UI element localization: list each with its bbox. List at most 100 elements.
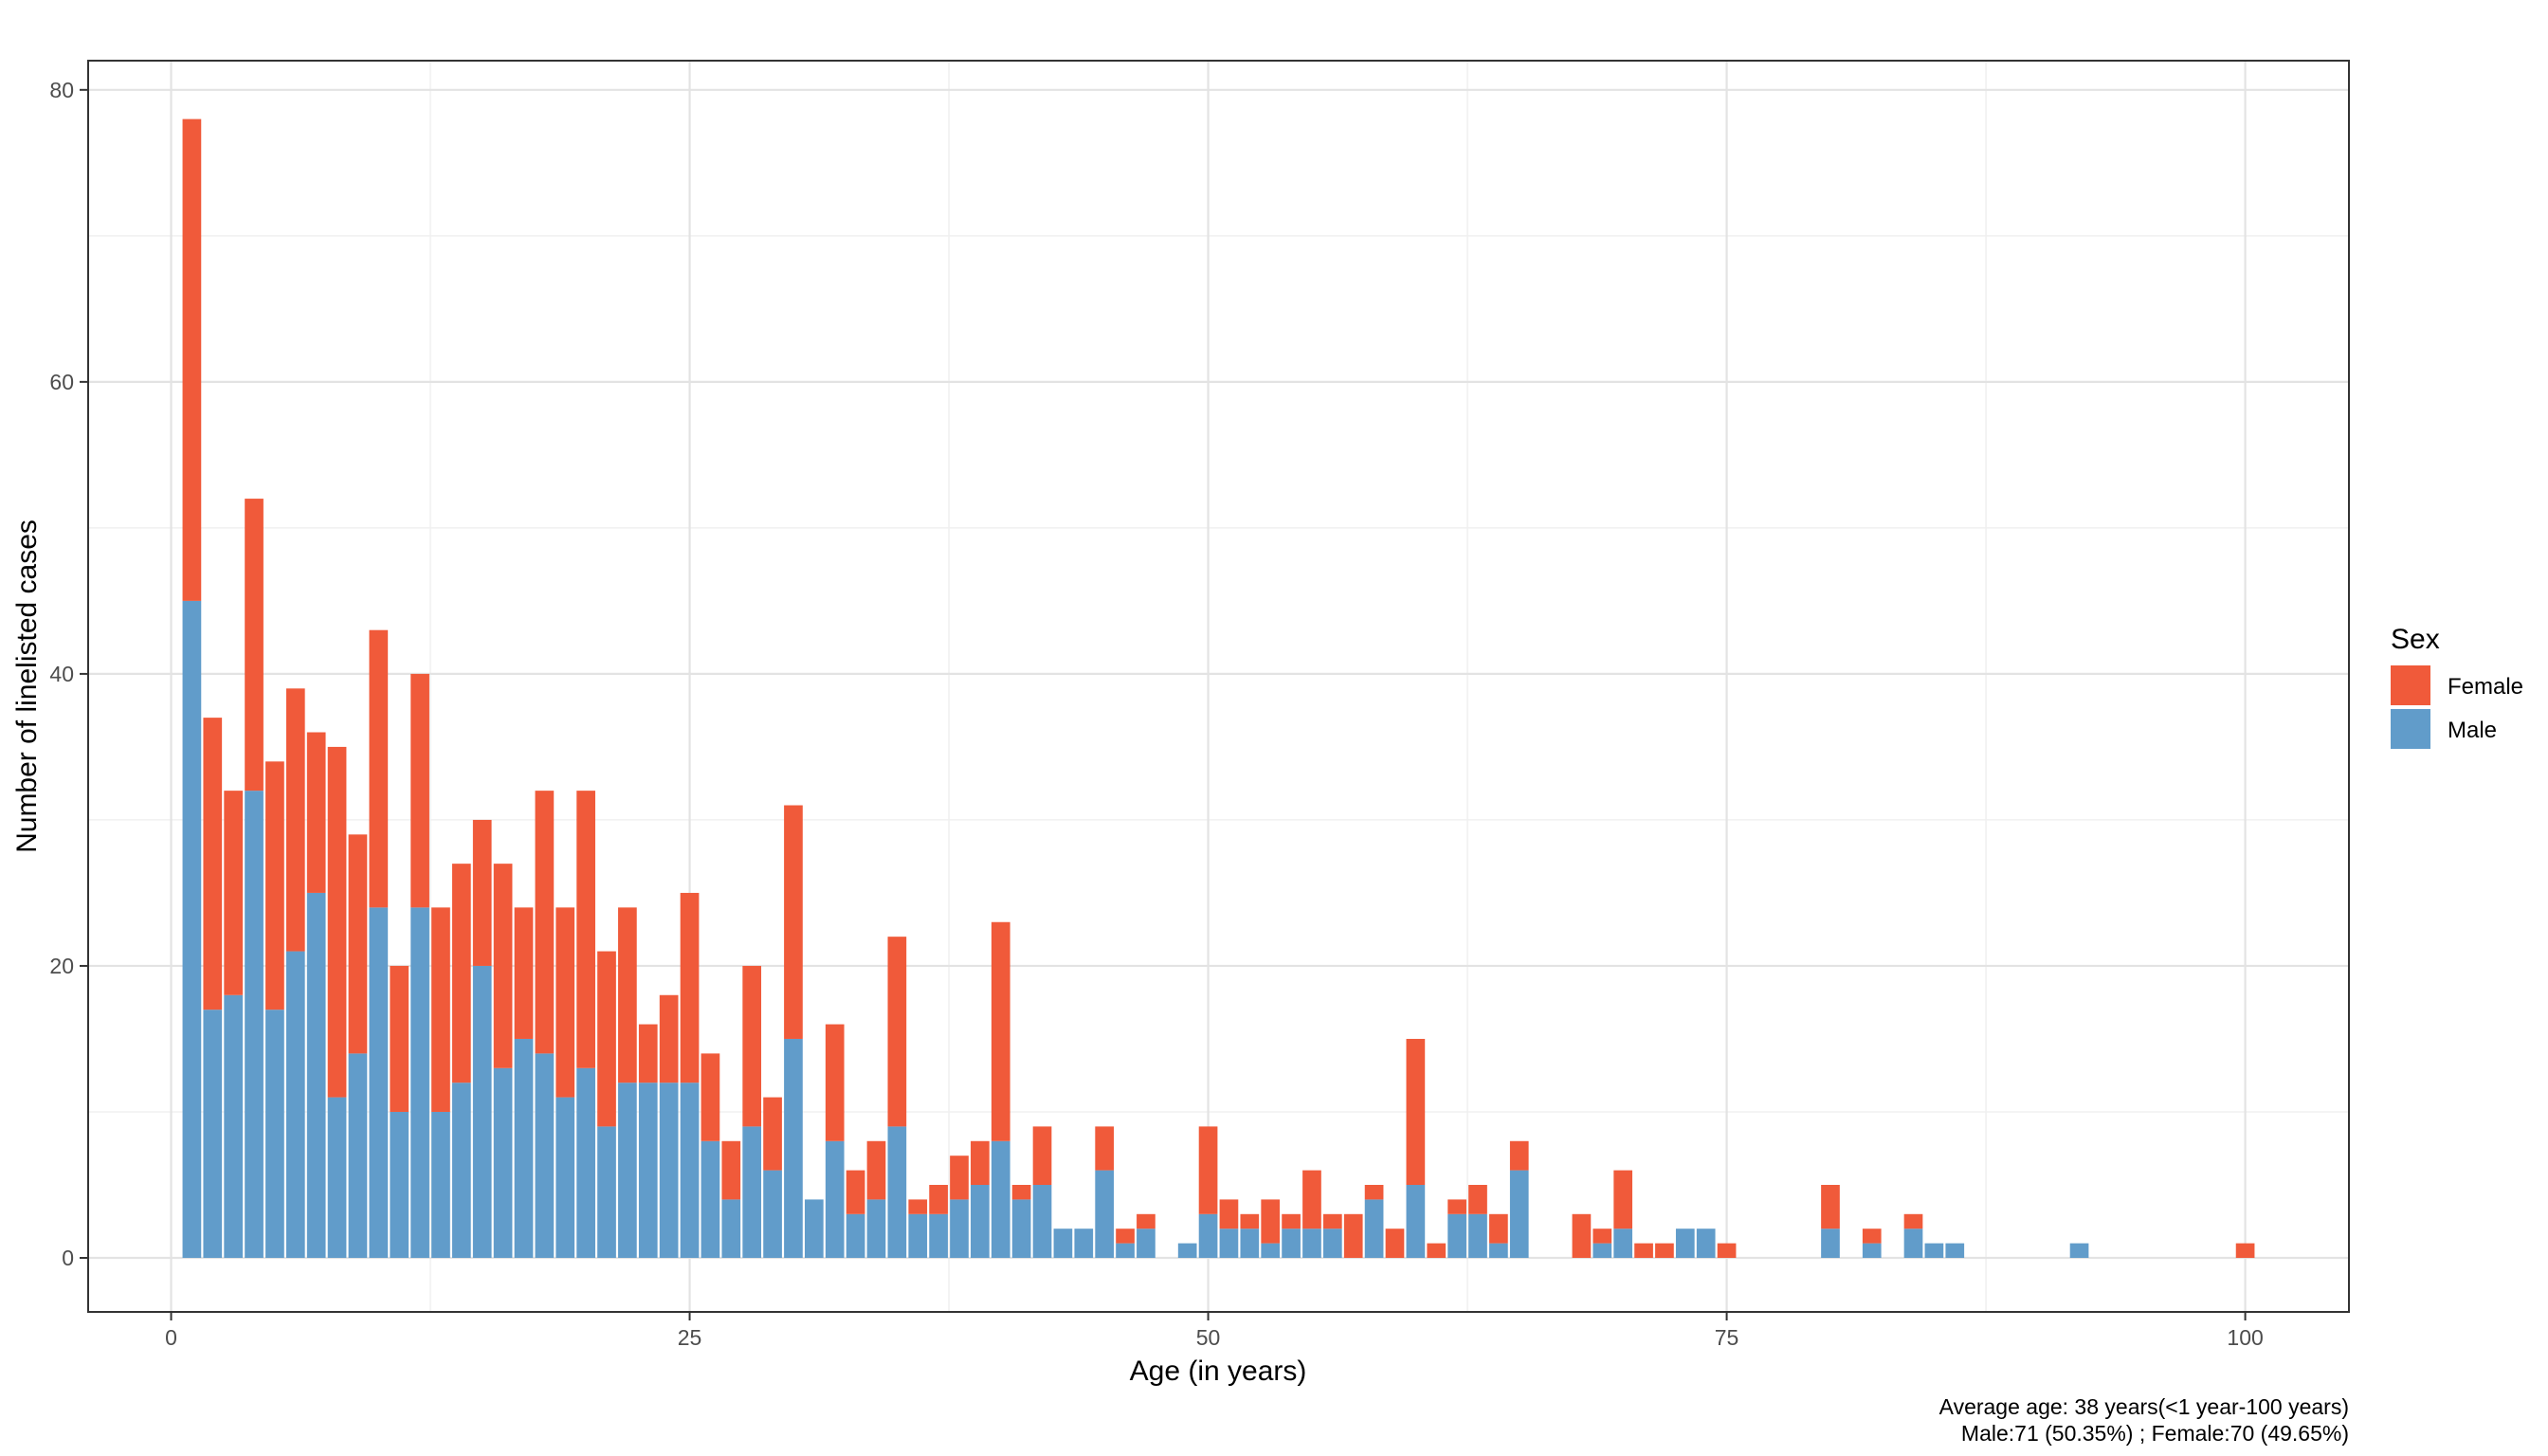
bar-male-age-33 — [846, 1213, 865, 1259]
bar-male-age-24 — [659, 1083, 679, 1259]
bar-female-age-15 — [472, 819, 492, 966]
bar-female-age-72 — [1655, 1243, 1674, 1259]
bar-female-age-54 — [1282, 1213, 1301, 1229]
bar-male-age-44 — [1074, 1228, 1094, 1259]
bar-male-age-49 — [1177, 1243, 1197, 1259]
bar-female-age-4 — [245, 499, 264, 792]
bar-male-age-6 — [285, 951, 305, 1259]
bar-female-age-60 — [1406, 1038, 1426, 1185]
y-axis-title: Number of linelisted cases — [11, 519, 43, 853]
bar-male-age-35 — [887, 1126, 907, 1259]
bar-female-age-75 — [1717, 1243, 1737, 1259]
bar-male-age-32 — [825, 1140, 845, 1259]
bar-female-age-35 — [887, 937, 907, 1127]
bar-male-age-27 — [721, 1199, 741, 1259]
bar-male-age-73 — [1675, 1228, 1695, 1259]
bar-male-age-45 — [1095, 1170, 1115, 1259]
bar-male-age-50 — [1198, 1213, 1218, 1259]
bar-female-age-71 — [1634, 1243, 1653, 1259]
bar-male-age-36 — [908, 1213, 928, 1259]
bar-male-age-37 — [929, 1213, 948, 1259]
x-tick-label: 100 — [2227, 1325, 2263, 1350]
bar-male-age-92 — [2069, 1243, 2089, 1259]
bar-female-age-18 — [535, 791, 555, 1054]
y-tick-label: 40 — [49, 662, 74, 686]
legend: Sex Female Male — [2391, 624, 2523, 749]
bar-male-age-22 — [618, 1083, 637, 1259]
bar-male-age-63 — [1468, 1213, 1487, 1259]
bar-female-age-20 — [576, 791, 595, 1068]
bar-female-age-63 — [1468, 1184, 1487, 1214]
legend-swatch-female — [2391, 665, 2430, 705]
bar-female-age-25 — [680, 892, 700, 1083]
bar-male-age-74 — [1696, 1228, 1716, 1259]
bar-male-age-7 — [306, 892, 326, 1259]
bar-male-age-21 — [597, 1126, 616, 1259]
bar-male-age-84 — [1903, 1228, 1923, 1259]
y-tick-label: 0 — [62, 1246, 74, 1270]
bar-male-age-13 — [431, 1111, 450, 1259]
bar-female-age-68 — [1572, 1213, 1592, 1259]
bar-female-age-5 — [265, 761, 284, 1010]
bar-male-age-69 — [1592, 1243, 1612, 1259]
bar-female-age-1 — [182, 118, 202, 601]
bar-male-age-43 — [1053, 1228, 1073, 1259]
bar-female-age-62 — [1447, 1199, 1466, 1214]
bar-female-age-80 — [1821, 1184, 1840, 1229]
bar-female-age-7 — [306, 732, 326, 893]
bar-male-age-70 — [1613, 1228, 1633, 1259]
bar-female-age-46 — [1116, 1228, 1135, 1244]
bar-female-age-26 — [701, 1053, 720, 1141]
bar-male-age-12 — [410, 907, 429, 1259]
x-axis: 0 25 50 75 100 — [165, 1312, 2264, 1350]
bar-female-age-50 — [1198, 1126, 1218, 1214]
bar-female-age-61 — [1427, 1243, 1447, 1259]
bar-male-age-30 — [784, 1038, 803, 1259]
bar-female-age-37 — [929, 1184, 948, 1214]
bar-female-age-29 — [763, 1097, 782, 1171]
bar-male-age-34 — [866, 1199, 886, 1259]
bar-female-age-53 — [1261, 1199, 1281, 1244]
bar-female-age-28 — [742, 965, 762, 1127]
y-tick-label: 20 — [49, 954, 74, 978]
caption-sex-split: Male:71 (50.35%) ; Female:70 (49.65%) — [1961, 1421, 2349, 1446]
legend-title: Sex — [2391, 624, 2440, 655]
bar-female-age-41 — [1011, 1184, 1031, 1200]
bar-male-age-11 — [390, 1111, 410, 1259]
bar-female-age-23 — [638, 1024, 658, 1083]
bar-female-age-34 — [866, 1140, 886, 1200]
x-tick-label: 75 — [1715, 1325, 1739, 1350]
bar-female-age-45 — [1095, 1126, 1115, 1171]
bar-female-age-82 — [1862, 1228, 1882, 1244]
bar-female-age-57 — [1343, 1213, 1363, 1259]
bar-male-age-62 — [1447, 1213, 1466, 1259]
legend-swatch-male — [2391, 709, 2430, 749]
bar-female-age-51 — [1219, 1199, 1239, 1229]
bar-male-age-26 — [701, 1140, 720, 1259]
bar-female-age-58 — [1364, 1184, 1384, 1200]
bar-female-age-6 — [285, 688, 305, 952]
bar-male-age-80 — [1821, 1228, 1840, 1259]
bar-male-age-2 — [203, 1010, 223, 1259]
bar-male-age-58 — [1364, 1199, 1384, 1259]
bar-male-age-1 — [182, 600, 202, 1259]
bar-male-age-41 — [1011, 1199, 1031, 1259]
bar-female-age-3 — [224, 791, 244, 995]
bar-female-age-12 — [410, 673, 429, 908]
bar-female-age-64 — [1489, 1213, 1508, 1244]
bar-male-age-51 — [1219, 1228, 1239, 1259]
bar-male-age-10 — [369, 907, 389, 1259]
bar-male-age-31 — [804, 1199, 824, 1259]
bar-male-age-53 — [1261, 1243, 1281, 1259]
bar-male-age-38 — [950, 1199, 969, 1259]
y-tick-label: 60 — [49, 370, 74, 394]
bar-female-age-22 — [618, 907, 637, 1083]
bar-female-age-17 — [514, 907, 534, 1039]
bar-female-age-52 — [1240, 1213, 1260, 1229]
bar-female-age-55 — [1302, 1170, 1321, 1229]
bar-female-age-24 — [659, 994, 679, 1083]
bar-male-age-47 — [1137, 1228, 1156, 1259]
bar-male-age-14 — [452, 1083, 471, 1259]
bar-male-age-40 — [991, 1140, 1010, 1259]
bar-male-age-18 — [535, 1053, 555, 1259]
